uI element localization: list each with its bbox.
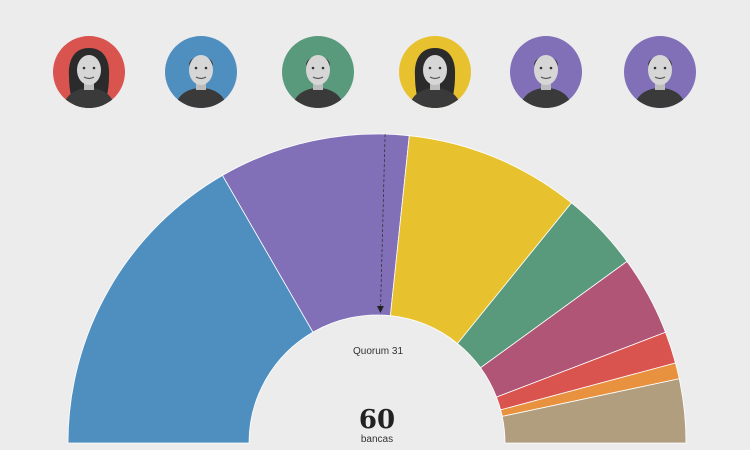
man-portrait-icon xyxy=(624,36,696,108)
seat-slice-1 xyxy=(67,174,314,444)
total-seats-value: 60 xyxy=(359,405,395,435)
man-portrait-icon xyxy=(282,36,354,108)
seat-slice-3 xyxy=(389,135,573,345)
man-portrait-icon xyxy=(510,36,582,108)
candidate-avatars xyxy=(0,0,750,120)
seat-slice-8 xyxy=(501,378,687,444)
quorum-label: Quorum 31 xyxy=(353,346,403,357)
woman-portrait-icon xyxy=(399,36,471,108)
quorum-arrow-icon xyxy=(376,306,384,314)
quorum-marker-line xyxy=(380,134,386,308)
man-portrait-icon xyxy=(165,36,237,108)
chart-slices xyxy=(67,133,687,444)
total-seats-unit: bancas xyxy=(361,434,393,445)
seat-slice-2 xyxy=(221,133,410,333)
woman-portrait-icon xyxy=(53,36,125,108)
